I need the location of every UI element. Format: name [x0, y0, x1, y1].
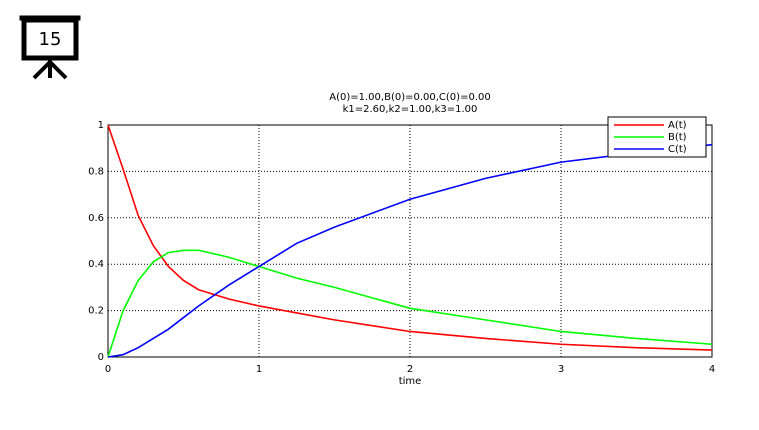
x-tick-label: 0 — [105, 364, 111, 375]
x-tick-label: 4 — [709, 364, 715, 375]
data-line — [107, 143, 713, 358]
legend-label: A(t) — [668, 120, 687, 131]
legend-label: B(t) — [668, 132, 687, 143]
x-tick-label: 3 — [558, 364, 564, 375]
x-tick-label: 2 — [407, 364, 413, 375]
y-tick-label: 0.2 — [88, 306, 104, 317]
data-line — [107, 124, 713, 351]
y-tick-label: 1 — [98, 120, 104, 131]
y-tick-label: 0.6 — [88, 213, 104, 224]
chart-subtitle: k1=2.60,k2=1.00,k3=1.00 — [343, 104, 478, 115]
x-tick-label: 1 — [256, 364, 262, 375]
legend-label: C(t) — [668, 144, 687, 155]
x-axis-label: time — [399, 376, 422, 387]
y-tick-label: 0.4 — [88, 259, 104, 270]
data-line — [107, 249, 713, 358]
slide-number: 15 — [39, 29, 62, 50]
easel-icon — [19, 15, 81, 80]
chart-title: A(0)=1.00,B(0)=0.00,C(0)=0.00 — [329, 92, 490, 103]
y-tick-label: 0 — [98, 352, 104, 363]
plot-frame — [107, 124, 713, 358]
y-tick-label: 0.8 — [88, 166, 104, 177]
